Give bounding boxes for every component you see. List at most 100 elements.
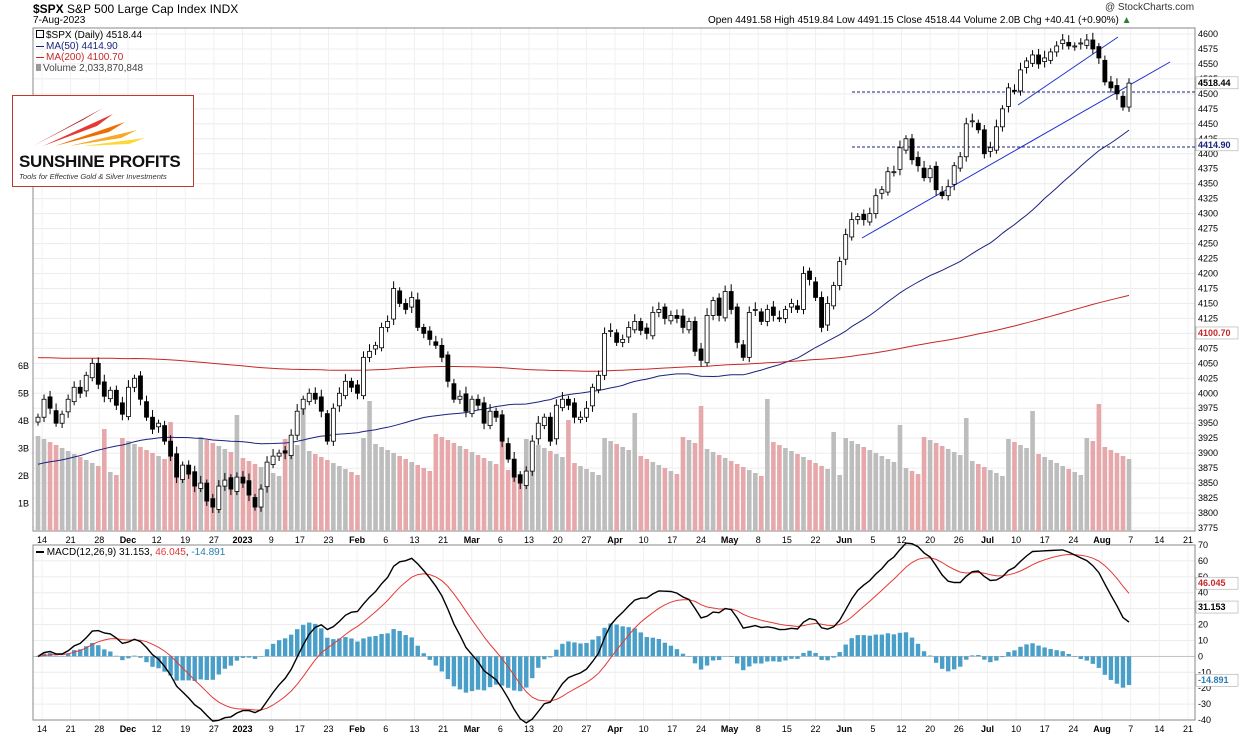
volume-bar xyxy=(1048,460,1053,531)
volume-bar xyxy=(1036,454,1041,531)
legend-price-label: $SPX (Daily) 4518.44 xyxy=(46,30,143,41)
candle-body xyxy=(150,416,155,430)
candle-body xyxy=(963,123,969,158)
candle-body xyxy=(541,416,547,427)
hist-tag: -14.891 xyxy=(1195,673,1239,687)
x-tick-label: 8 xyxy=(756,724,761,734)
x-tick-label: 15 xyxy=(782,535,792,545)
volume-bar xyxy=(529,442,535,531)
macd-histogram-bar xyxy=(704,656,710,666)
volume-bar xyxy=(867,450,873,531)
price-tick-label: 3950 xyxy=(1198,418,1218,428)
candle-body xyxy=(41,398,47,418)
volume-bar xyxy=(318,457,324,531)
candle-body xyxy=(445,354,451,382)
price-tick-label: 4325 xyxy=(1198,194,1218,204)
candle-body xyxy=(415,299,421,328)
price-tick-label: 3925 xyxy=(1198,433,1218,443)
price-tick-label: 4275 xyxy=(1198,224,1218,234)
volume-bar xyxy=(566,420,571,531)
x-tick-label: 24 xyxy=(696,535,706,545)
macd-histogram-bar xyxy=(994,656,999,661)
logo-tagline: Tools for Effective Gold & Silver Invest… xyxy=(19,172,167,181)
macd-histogram-bar xyxy=(620,626,625,657)
volume-bar xyxy=(861,447,867,531)
candle-body xyxy=(119,402,125,415)
x-tick-label: Jul xyxy=(981,724,994,734)
macd-histogram-bar xyxy=(445,656,451,680)
volume-bar xyxy=(578,466,583,531)
x-tick-label: 22 xyxy=(811,724,821,734)
candle-body xyxy=(1102,59,1108,83)
macd-histogram-bar xyxy=(819,656,824,660)
logo-sunburst-icon xyxy=(33,108,145,146)
macd-histogram-bar xyxy=(903,632,909,657)
x-tick-label: 17 xyxy=(1040,724,1050,734)
candle-body xyxy=(933,165,939,191)
ma50-swatch-icon xyxy=(36,45,44,47)
trend-lines xyxy=(852,36,1195,239)
price-tick-label: 4600 xyxy=(1198,29,1218,39)
macd-histogram-bar xyxy=(548,656,553,658)
volume-bar xyxy=(95,466,101,531)
volume-bar xyxy=(620,447,625,531)
candle-body xyxy=(770,306,776,316)
macd-histogram-bar xyxy=(1090,656,1096,664)
last-close-tag-box xyxy=(1195,76,1239,90)
candle-body xyxy=(632,321,638,331)
macd-histogram-bar xyxy=(777,656,782,662)
volume-bar xyxy=(150,453,155,531)
candle-body xyxy=(107,389,113,400)
candle-body xyxy=(210,498,216,508)
price-tick-label: 3900 xyxy=(1198,448,1218,458)
volume-bar xyxy=(355,475,360,531)
macd-histogram-bar xyxy=(150,656,155,667)
candle-body xyxy=(53,410,59,424)
macd-histogram-bar xyxy=(560,643,565,657)
logo-name: SUNSHINE PROFITS xyxy=(19,152,181,171)
candle-body xyxy=(825,303,831,326)
candle-body xyxy=(776,317,782,320)
volume-bar xyxy=(1012,442,1017,531)
candle-body xyxy=(831,285,837,307)
price-tick-label: 4225 xyxy=(1198,254,1218,264)
volume-bar xyxy=(337,466,342,531)
macd-histogram-bar xyxy=(276,640,282,657)
macd-histogram-bar xyxy=(644,637,649,657)
macd-histogram-bar xyxy=(162,656,167,672)
volume-bar xyxy=(457,446,463,531)
volume-bar xyxy=(1120,456,1126,531)
macd-tick-label: 10 xyxy=(1198,635,1208,645)
macd-histogram-bar xyxy=(487,656,493,688)
macd-histogram-bar xyxy=(126,656,131,659)
candle-body xyxy=(397,290,403,304)
volume-bar xyxy=(994,473,999,531)
volume-bar xyxy=(1018,445,1023,531)
candle-body xyxy=(849,219,855,238)
volume-swatch-icon xyxy=(36,64,41,71)
x-tick-label: 22 xyxy=(811,535,821,545)
candle-body xyxy=(813,281,818,298)
macd-histogram-bar xyxy=(747,656,752,667)
ma200-swatch-icon xyxy=(36,56,44,58)
macd-histogram-bar xyxy=(964,656,969,660)
macd-histogram-bar xyxy=(909,637,915,657)
macd-histogram-bar xyxy=(813,652,818,657)
volume-bar xyxy=(126,441,131,531)
macd-histogram-bar xyxy=(102,649,107,657)
candle-body xyxy=(343,380,348,397)
volume-bar xyxy=(53,445,59,531)
macd-histogram-bar xyxy=(96,645,101,657)
x-tick-label: Mar xyxy=(464,535,481,545)
macd-histogram-bar xyxy=(433,656,439,666)
macd-histogram-bar xyxy=(897,632,903,657)
macd-histogram-bar xyxy=(120,656,125,661)
candle-body xyxy=(921,167,927,179)
candle-body xyxy=(156,422,161,428)
volume-bar xyxy=(1060,466,1065,531)
x-tick-label: 28 xyxy=(94,724,104,734)
candle-body xyxy=(584,407,589,418)
volume-bar xyxy=(638,456,644,531)
macd-tag-text: 31.153 xyxy=(1198,602,1226,612)
candle-body xyxy=(83,374,89,392)
